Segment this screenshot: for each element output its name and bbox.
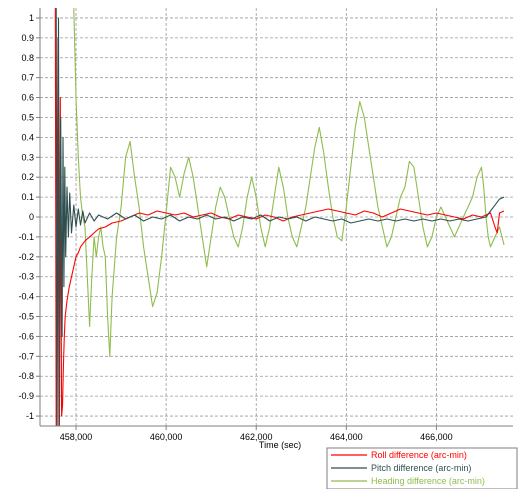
y-tick-label: -0.8	[18, 371, 34, 381]
y-tick-label: 0	[29, 212, 34, 222]
series-lines	[54, 7, 505, 427]
x-axis-label: Time (sec)	[259, 440, 301, 450]
y-tick-label: 0.6	[21, 93, 34, 103]
x-tick-label: 462,000	[240, 432, 273, 442]
x-tick-label: 458,000	[60, 432, 93, 442]
x-tick-labels: 458,000 460,000 462,000 464,000 466,000	[60, 432, 453, 442]
y-tick-label: -0.9	[18, 391, 34, 401]
y-tick-label: 1	[29, 13, 34, 23]
legend-label: Pitch difference (arc-min)	[371, 463, 471, 473]
grid-lines	[40, 8, 513, 426]
y-tick-label: -0.7	[18, 351, 34, 361]
axes	[36, 8, 513, 430]
y-tick-label: 0.7	[21, 73, 34, 83]
y-tick-label: 0.1	[21, 192, 34, 202]
y-tick-label: 0.3	[21, 152, 34, 162]
legend-entries: Roll difference (arc-min) Pitch differenc…	[331, 450, 485, 486]
legend: Roll difference (arc-min) Pitch differenc…	[326, 447, 518, 490]
legend-label: Heading difference (arc-min)	[371, 476, 485, 486]
x-tick-label: 464,000	[330, 432, 363, 442]
series-line-pitch	[55, 7, 505, 427]
y-tick-label: -0.1	[18, 232, 34, 242]
y-tick-label: 0.8	[21, 53, 34, 63]
legend-label: Roll difference (arc-min)	[371, 450, 467, 460]
series-line-heading	[73, 7, 505, 357]
y-tick-label: 0.2	[21, 172, 34, 182]
y-tick-label: -0.3	[18, 272, 34, 282]
y-tick-label: -0.5	[18, 312, 34, 322]
y-tick-labels: 1 0.9 0.8 0.7 0.6 0.5 0.4 0.3 0.2 0.1 0 -0.1 -0.2 -0.…	[18, 13, 34, 421]
y-tick-label: 0.4	[21, 132, 34, 142]
y-tick-label: -0.6	[18, 331, 34, 341]
y-tick-label: -0.2	[18, 252, 34, 262]
y-tick-label: 0.9	[21, 33, 34, 43]
series-line-roll	[54, 7, 505, 427]
y-tick-label: -0.4	[18, 292, 34, 302]
y-tick-label: 0.5	[21, 112, 34, 122]
x-tick-label: 466,000	[420, 432, 453, 442]
y-tick-label: -1	[26, 411, 34, 421]
x-tick-label: 460,000	[150, 432, 183, 442]
